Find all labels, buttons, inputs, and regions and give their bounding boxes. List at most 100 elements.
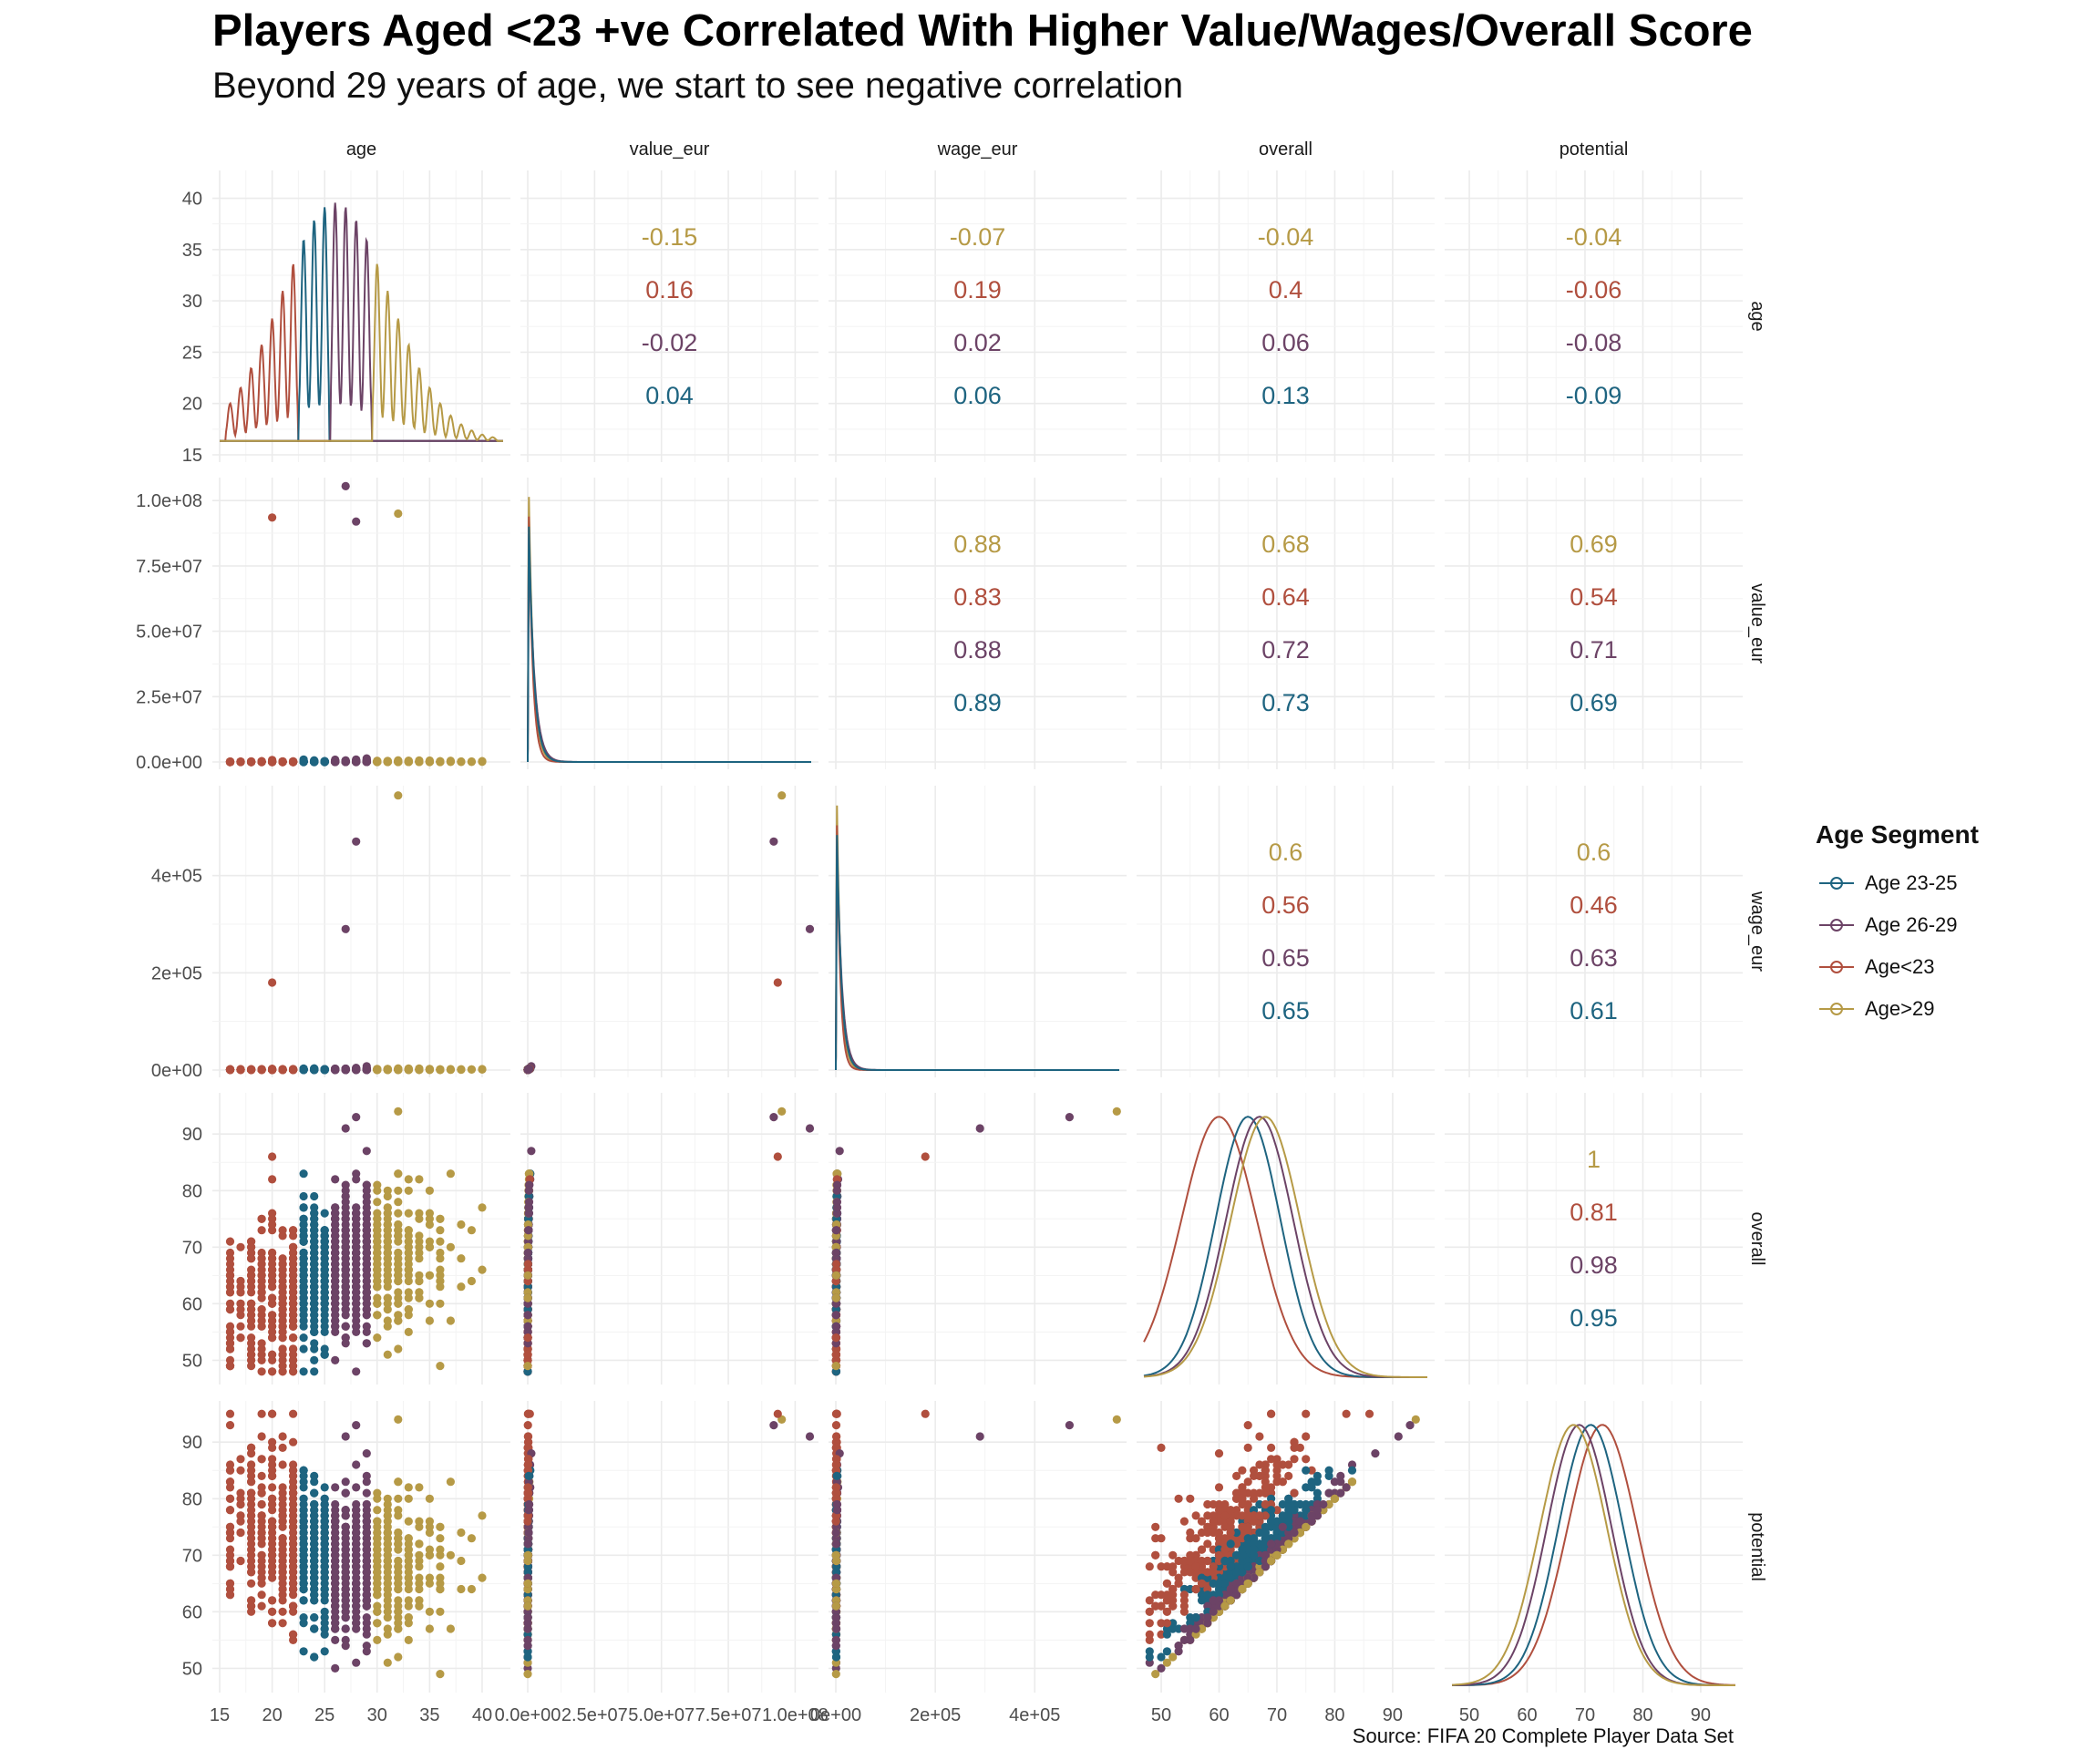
scatter-point xyxy=(278,1226,287,1235)
scatter-point xyxy=(436,1214,445,1223)
scatter-point xyxy=(362,1339,371,1348)
scatter-point xyxy=(415,1254,424,1263)
x-tick-label: 2e+05 xyxy=(910,1705,961,1725)
scatter-point xyxy=(777,791,787,800)
x-tick-label: 30 xyxy=(367,1705,387,1725)
scatter-point xyxy=(404,1065,413,1075)
scatter-point xyxy=(257,1214,266,1223)
scatter-point xyxy=(331,1355,340,1364)
scatter-point xyxy=(299,1333,308,1343)
corr-label: -0.07 xyxy=(950,223,1006,251)
scatter-point xyxy=(436,1299,445,1308)
scatter-point xyxy=(394,1065,403,1075)
x-tick-label: 50 xyxy=(1459,1705,1479,1725)
x-tick-label: 25 xyxy=(314,1705,335,1725)
scatter-point xyxy=(457,1282,466,1292)
scatter-point xyxy=(373,1333,382,1343)
scatter-point xyxy=(457,1065,466,1074)
scatter-panel-overall-vs-age xyxy=(225,1107,487,1376)
scatter-point xyxy=(257,1339,266,1348)
scatter-point xyxy=(467,1065,477,1074)
corr-label: -0.06 xyxy=(1566,276,1622,304)
scatter-point xyxy=(236,1311,245,1320)
scatter-point xyxy=(310,1065,319,1074)
corr-label: 0.65 xyxy=(1261,997,1310,1024)
scatter-point xyxy=(225,757,235,767)
x-tick-label: 1.0e+08 xyxy=(762,1705,829,1725)
scatter-point xyxy=(289,757,298,767)
strip-label-age: age xyxy=(346,139,376,160)
corr-label: 0.72 xyxy=(1261,636,1310,664)
corr-label: 0.54 xyxy=(1570,583,1618,611)
scatter-point xyxy=(478,1065,487,1074)
scatter-point xyxy=(404,757,413,767)
scatter-point xyxy=(425,1209,434,1218)
scatter-point xyxy=(478,757,487,767)
scatter-point xyxy=(268,1065,277,1075)
y-tick-label: 0.0e+00 xyxy=(136,753,202,773)
scatter-point xyxy=(773,978,782,987)
scatter-point xyxy=(415,1271,424,1280)
scatter-point xyxy=(394,1299,403,1308)
corr-label: 0.46 xyxy=(1570,891,1618,919)
corr-label: 0.6 xyxy=(1269,839,1303,866)
y-tick-label: 15 xyxy=(182,446,202,466)
scatter-point xyxy=(268,757,277,767)
corr-label: 0.13 xyxy=(1261,382,1310,409)
corr-label: -0.02 xyxy=(642,329,698,356)
scatter-point xyxy=(236,1322,245,1331)
scatter-point xyxy=(394,1169,403,1179)
scatter-point xyxy=(352,837,361,846)
scatter-point xyxy=(362,1180,371,1189)
y-tick-label: 4e+05 xyxy=(151,867,202,887)
x-tick-label: 0e+00 xyxy=(810,1705,861,1725)
scatter-point xyxy=(341,1065,350,1074)
corr-label: -0.09 xyxy=(1566,382,1622,409)
corr-label: 0.61 xyxy=(1570,997,1618,1024)
scatter-point xyxy=(289,1333,298,1343)
scatter-point xyxy=(257,1367,266,1376)
scatter-point xyxy=(467,757,477,767)
scatter-point xyxy=(278,757,287,767)
scatter-point xyxy=(236,1242,245,1251)
y-tick-label: 60 xyxy=(182,1602,202,1622)
scatter-point xyxy=(362,757,371,767)
scatter-point xyxy=(457,757,466,767)
scatter-point xyxy=(299,1344,308,1354)
scatter-point xyxy=(457,1254,466,1263)
scatter-point xyxy=(257,1065,266,1075)
scatter-point xyxy=(446,1065,455,1075)
scatter-point xyxy=(225,1065,235,1075)
scatter-point xyxy=(404,1209,413,1218)
scatter-point xyxy=(373,757,382,767)
x-tick-label: 7.5e+07 xyxy=(695,1705,762,1725)
scatter-point xyxy=(352,1175,361,1184)
strip-label-value-eur: value_eur xyxy=(630,139,710,160)
scatter-point xyxy=(236,1333,245,1343)
scatter-point xyxy=(310,1191,319,1201)
y-tick-label: 5.0e+07 xyxy=(136,623,202,643)
scatter-point xyxy=(383,1065,392,1074)
corr-label: 0.64 xyxy=(1261,583,1310,611)
corr-label: 0.56 xyxy=(1261,891,1310,919)
y-tick-label: 50 xyxy=(182,1659,202,1679)
scatter-point xyxy=(394,791,403,800)
scatter-point xyxy=(341,481,350,491)
scatter-point xyxy=(247,1065,256,1075)
corr-label: 0.69 xyxy=(1570,530,1618,558)
x-tick-label: 60 xyxy=(1209,1705,1229,1725)
scatter-point xyxy=(299,757,308,766)
scatter-point xyxy=(299,1065,308,1074)
scatter-point xyxy=(446,757,455,767)
scatter-point xyxy=(257,1350,266,1359)
scatter-point xyxy=(341,924,350,933)
scatter-point xyxy=(352,517,361,526)
y-tick-label: 0e+00 xyxy=(151,1061,202,1081)
y-tick-label: 50 xyxy=(182,1351,202,1371)
scatter-point xyxy=(268,513,277,522)
scatter-point xyxy=(362,1065,371,1075)
corr-label: -0.04 xyxy=(1258,223,1314,251)
scatter-point xyxy=(225,1237,235,1246)
scatter-point xyxy=(467,1226,477,1235)
